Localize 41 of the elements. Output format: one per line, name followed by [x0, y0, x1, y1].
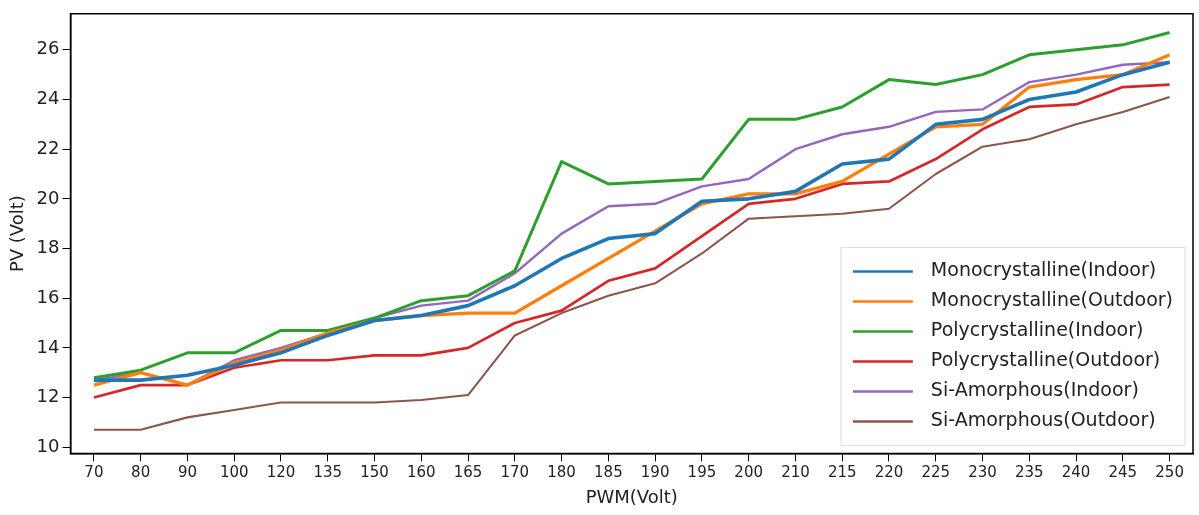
x-tick-label: 150	[360, 463, 389, 482]
y-tick-label: 24	[36, 87, 60, 109]
x-tick-label: 220	[874, 463, 904, 482]
y-tick-label: 18	[36, 236, 60, 258]
y-tick-label: 10	[36, 434, 60, 456]
x-axis-title: PWM(Volt)	[585, 485, 678, 507]
x-tick-label: 215	[827, 463, 857, 482]
x-tick-label: 210	[781, 463, 810, 482]
y-tick-label: 16	[36, 285, 60, 307]
x-tick-label: 195	[687, 463, 717, 482]
x-tick-label: 135	[313, 463, 343, 482]
x-tick-label: 250	[1155, 463, 1184, 482]
y-tick-label: 22	[36, 136, 60, 158]
x-tick-label: 170	[500, 463, 530, 482]
legend-label: Si-Amorphous(Outdoor)	[930, 408, 1156, 431]
x-tick-label: 190	[640, 463, 670, 482]
x-tick-label: 245	[1108, 463, 1138, 482]
y-axis-title: PV (Volt)	[6, 195, 28, 273]
x-tick-label: 80	[131, 463, 151, 482]
legend-label: Monocrystalline(Indoor)	[930, 258, 1157, 281]
legend-label: Polycrystalline(Outdoor)	[930, 348, 1161, 371]
x-tick-label: 90	[177, 463, 197, 482]
x-tick-label: 180	[547, 463, 576, 482]
x-tick-label: 70	[84, 463, 104, 482]
legend-label: Si-Amorphous(Indoor)	[930, 378, 1139, 401]
x-tick-label: 100	[219, 463, 249, 482]
x-tick-label: 225	[921, 463, 951, 482]
legend-label: Polycrystalline(Indoor)	[930, 318, 1144, 341]
x-tick-label: 120	[266, 463, 296, 482]
x-tick-label: 240	[1061, 463, 1091, 482]
x-tick-label: 235	[1014, 463, 1044, 482]
y-tick-label: 14	[36, 335, 60, 357]
legend-label: Monocrystalline(Outdoor)	[930, 288, 1173, 311]
y-tick-label: 26	[36, 37, 60, 59]
x-tick-label: 230	[968, 463, 997, 482]
y-tick-label: 20	[36, 186, 60, 208]
x-tick-label: 160	[406, 463, 436, 482]
x-tick-label: 200	[734, 463, 763, 482]
y-tick-label: 12	[36, 385, 60, 407]
x-tick-label: 165	[453, 463, 483, 482]
x-tick-label: 185	[594, 463, 623, 482]
